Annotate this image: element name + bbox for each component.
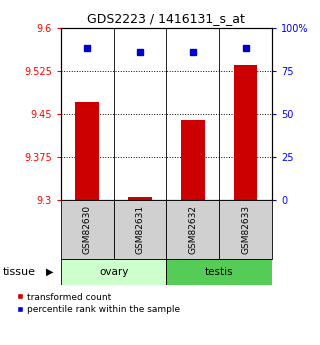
Bar bbox=[166, 200, 219, 259]
Bar bbox=[61, 259, 166, 285]
Bar bbox=[166, 259, 272, 285]
Bar bbox=[128, 197, 152, 200]
Bar bbox=[181, 120, 205, 200]
Text: GSM82633: GSM82633 bbox=[241, 205, 250, 254]
Title: GDS2223 / 1416131_s_at: GDS2223 / 1416131_s_at bbox=[87, 12, 245, 25]
Legend: transformed count, percentile rank within the sample: transformed count, percentile rank withi… bbox=[17, 293, 180, 314]
Text: GSM82631: GSM82631 bbox=[135, 205, 145, 254]
Bar bbox=[234, 65, 258, 200]
Bar bbox=[114, 200, 166, 259]
Text: GSM82630: GSM82630 bbox=[83, 205, 92, 254]
Text: ovary: ovary bbox=[99, 267, 128, 277]
Bar bbox=[219, 200, 272, 259]
Text: ▶: ▶ bbox=[46, 267, 54, 277]
Bar bbox=[75, 102, 99, 200]
Bar bbox=[61, 200, 114, 259]
Text: testis: testis bbox=[205, 267, 234, 277]
Text: tissue: tissue bbox=[3, 267, 36, 277]
Text: GSM82632: GSM82632 bbox=[188, 205, 197, 254]
